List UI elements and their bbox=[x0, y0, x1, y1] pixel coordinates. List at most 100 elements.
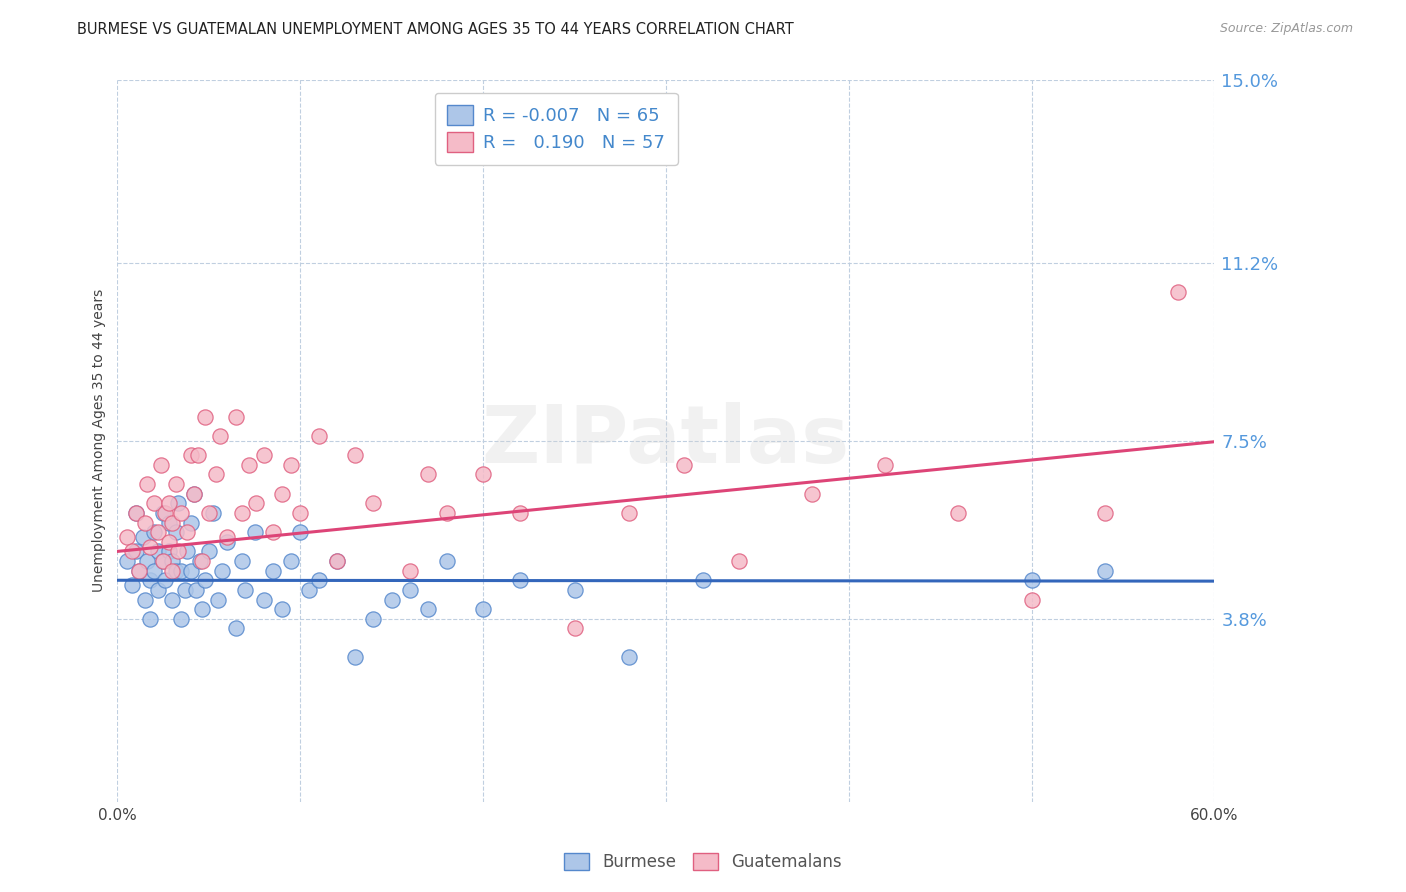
Point bbox=[152, 554, 174, 568]
Point bbox=[194, 409, 217, 424]
Point bbox=[183, 486, 205, 500]
Point bbox=[225, 621, 247, 635]
Point bbox=[188, 554, 211, 568]
Point bbox=[139, 574, 162, 588]
Point bbox=[174, 582, 197, 597]
Point bbox=[280, 458, 302, 472]
Point bbox=[436, 506, 458, 520]
Point bbox=[875, 458, 897, 472]
Legend: Burmese, Guatemalans: Burmese, Guatemalans bbox=[555, 845, 851, 880]
Point bbox=[176, 544, 198, 558]
Y-axis label: Unemployment Among Ages 35 to 44 years: Unemployment Among Ages 35 to 44 years bbox=[93, 289, 107, 592]
Point bbox=[308, 429, 330, 443]
Point bbox=[231, 554, 253, 568]
Point bbox=[198, 506, 221, 520]
Point bbox=[271, 486, 294, 500]
Point bbox=[238, 458, 260, 472]
Point bbox=[1094, 564, 1116, 578]
Point bbox=[170, 564, 193, 578]
Point bbox=[399, 564, 422, 578]
Point bbox=[180, 448, 202, 462]
Point bbox=[564, 582, 586, 597]
Point bbox=[290, 525, 312, 540]
Point bbox=[190, 554, 212, 568]
Point bbox=[207, 592, 229, 607]
Point bbox=[271, 602, 294, 616]
Point bbox=[692, 574, 714, 588]
Point bbox=[166, 496, 188, 510]
Point bbox=[152, 554, 174, 568]
Point bbox=[153, 506, 176, 520]
Point bbox=[399, 582, 422, 597]
Point bbox=[436, 554, 458, 568]
Point bbox=[115, 554, 138, 568]
Point bbox=[344, 448, 367, 462]
Point bbox=[146, 544, 169, 558]
Point bbox=[205, 467, 228, 482]
Point bbox=[564, 621, 586, 635]
Point bbox=[418, 602, 440, 616]
Point bbox=[125, 506, 148, 520]
Point bbox=[308, 574, 330, 588]
Point bbox=[134, 516, 156, 530]
Point bbox=[245, 496, 267, 510]
Point bbox=[363, 496, 385, 510]
Point bbox=[262, 525, 284, 540]
Point bbox=[418, 467, 440, 482]
Point bbox=[134, 592, 156, 607]
Point bbox=[146, 525, 169, 540]
Point bbox=[1094, 506, 1116, 520]
Point bbox=[243, 525, 266, 540]
Text: BURMESE VS GUATEMALAN UNEMPLOYMENT AMONG AGES 35 TO 44 YEARS CORRELATION CHART: BURMESE VS GUATEMALAN UNEMPLOYMENT AMONG… bbox=[77, 22, 794, 37]
Point bbox=[509, 574, 531, 588]
Point bbox=[208, 429, 231, 443]
Point bbox=[194, 574, 217, 588]
Point bbox=[143, 564, 166, 578]
Point bbox=[231, 506, 253, 520]
Point bbox=[157, 516, 180, 530]
Point bbox=[170, 506, 193, 520]
Point bbox=[143, 525, 166, 540]
Point bbox=[326, 554, 349, 568]
Point bbox=[509, 506, 531, 520]
Point bbox=[298, 582, 321, 597]
Point bbox=[326, 554, 349, 568]
Point bbox=[157, 534, 180, 549]
Point bbox=[152, 506, 174, 520]
Point bbox=[176, 525, 198, 540]
Point bbox=[121, 578, 143, 592]
Point bbox=[184, 582, 207, 597]
Point bbox=[143, 496, 166, 510]
Point bbox=[139, 540, 162, 554]
Point bbox=[139, 612, 162, 626]
Point bbox=[673, 458, 696, 472]
Point bbox=[201, 506, 224, 520]
Point bbox=[472, 467, 495, 482]
Point bbox=[225, 409, 247, 424]
Point bbox=[166, 544, 188, 558]
Point bbox=[165, 477, 187, 491]
Point bbox=[162, 564, 184, 578]
Point bbox=[253, 448, 276, 462]
Point bbox=[235, 582, 257, 597]
Point bbox=[280, 554, 302, 568]
Point bbox=[211, 564, 233, 578]
Point bbox=[128, 564, 150, 578]
Point bbox=[253, 592, 276, 607]
Point bbox=[1167, 285, 1189, 299]
Point bbox=[162, 554, 184, 568]
Point bbox=[115, 530, 138, 544]
Point bbox=[121, 544, 143, 558]
Point bbox=[262, 564, 284, 578]
Point bbox=[190, 602, 212, 616]
Point bbox=[125, 544, 148, 558]
Point bbox=[1021, 592, 1043, 607]
Text: ZIPatlas: ZIPatlas bbox=[482, 401, 851, 480]
Point bbox=[948, 506, 970, 520]
Point bbox=[135, 477, 157, 491]
Point bbox=[619, 506, 641, 520]
Legend: R = -0.007   N = 65, R =   0.190   N = 57: R = -0.007 N = 65, R = 0.190 N = 57 bbox=[434, 93, 678, 165]
Point bbox=[217, 534, 239, 549]
Point bbox=[619, 650, 641, 665]
Point bbox=[381, 592, 404, 607]
